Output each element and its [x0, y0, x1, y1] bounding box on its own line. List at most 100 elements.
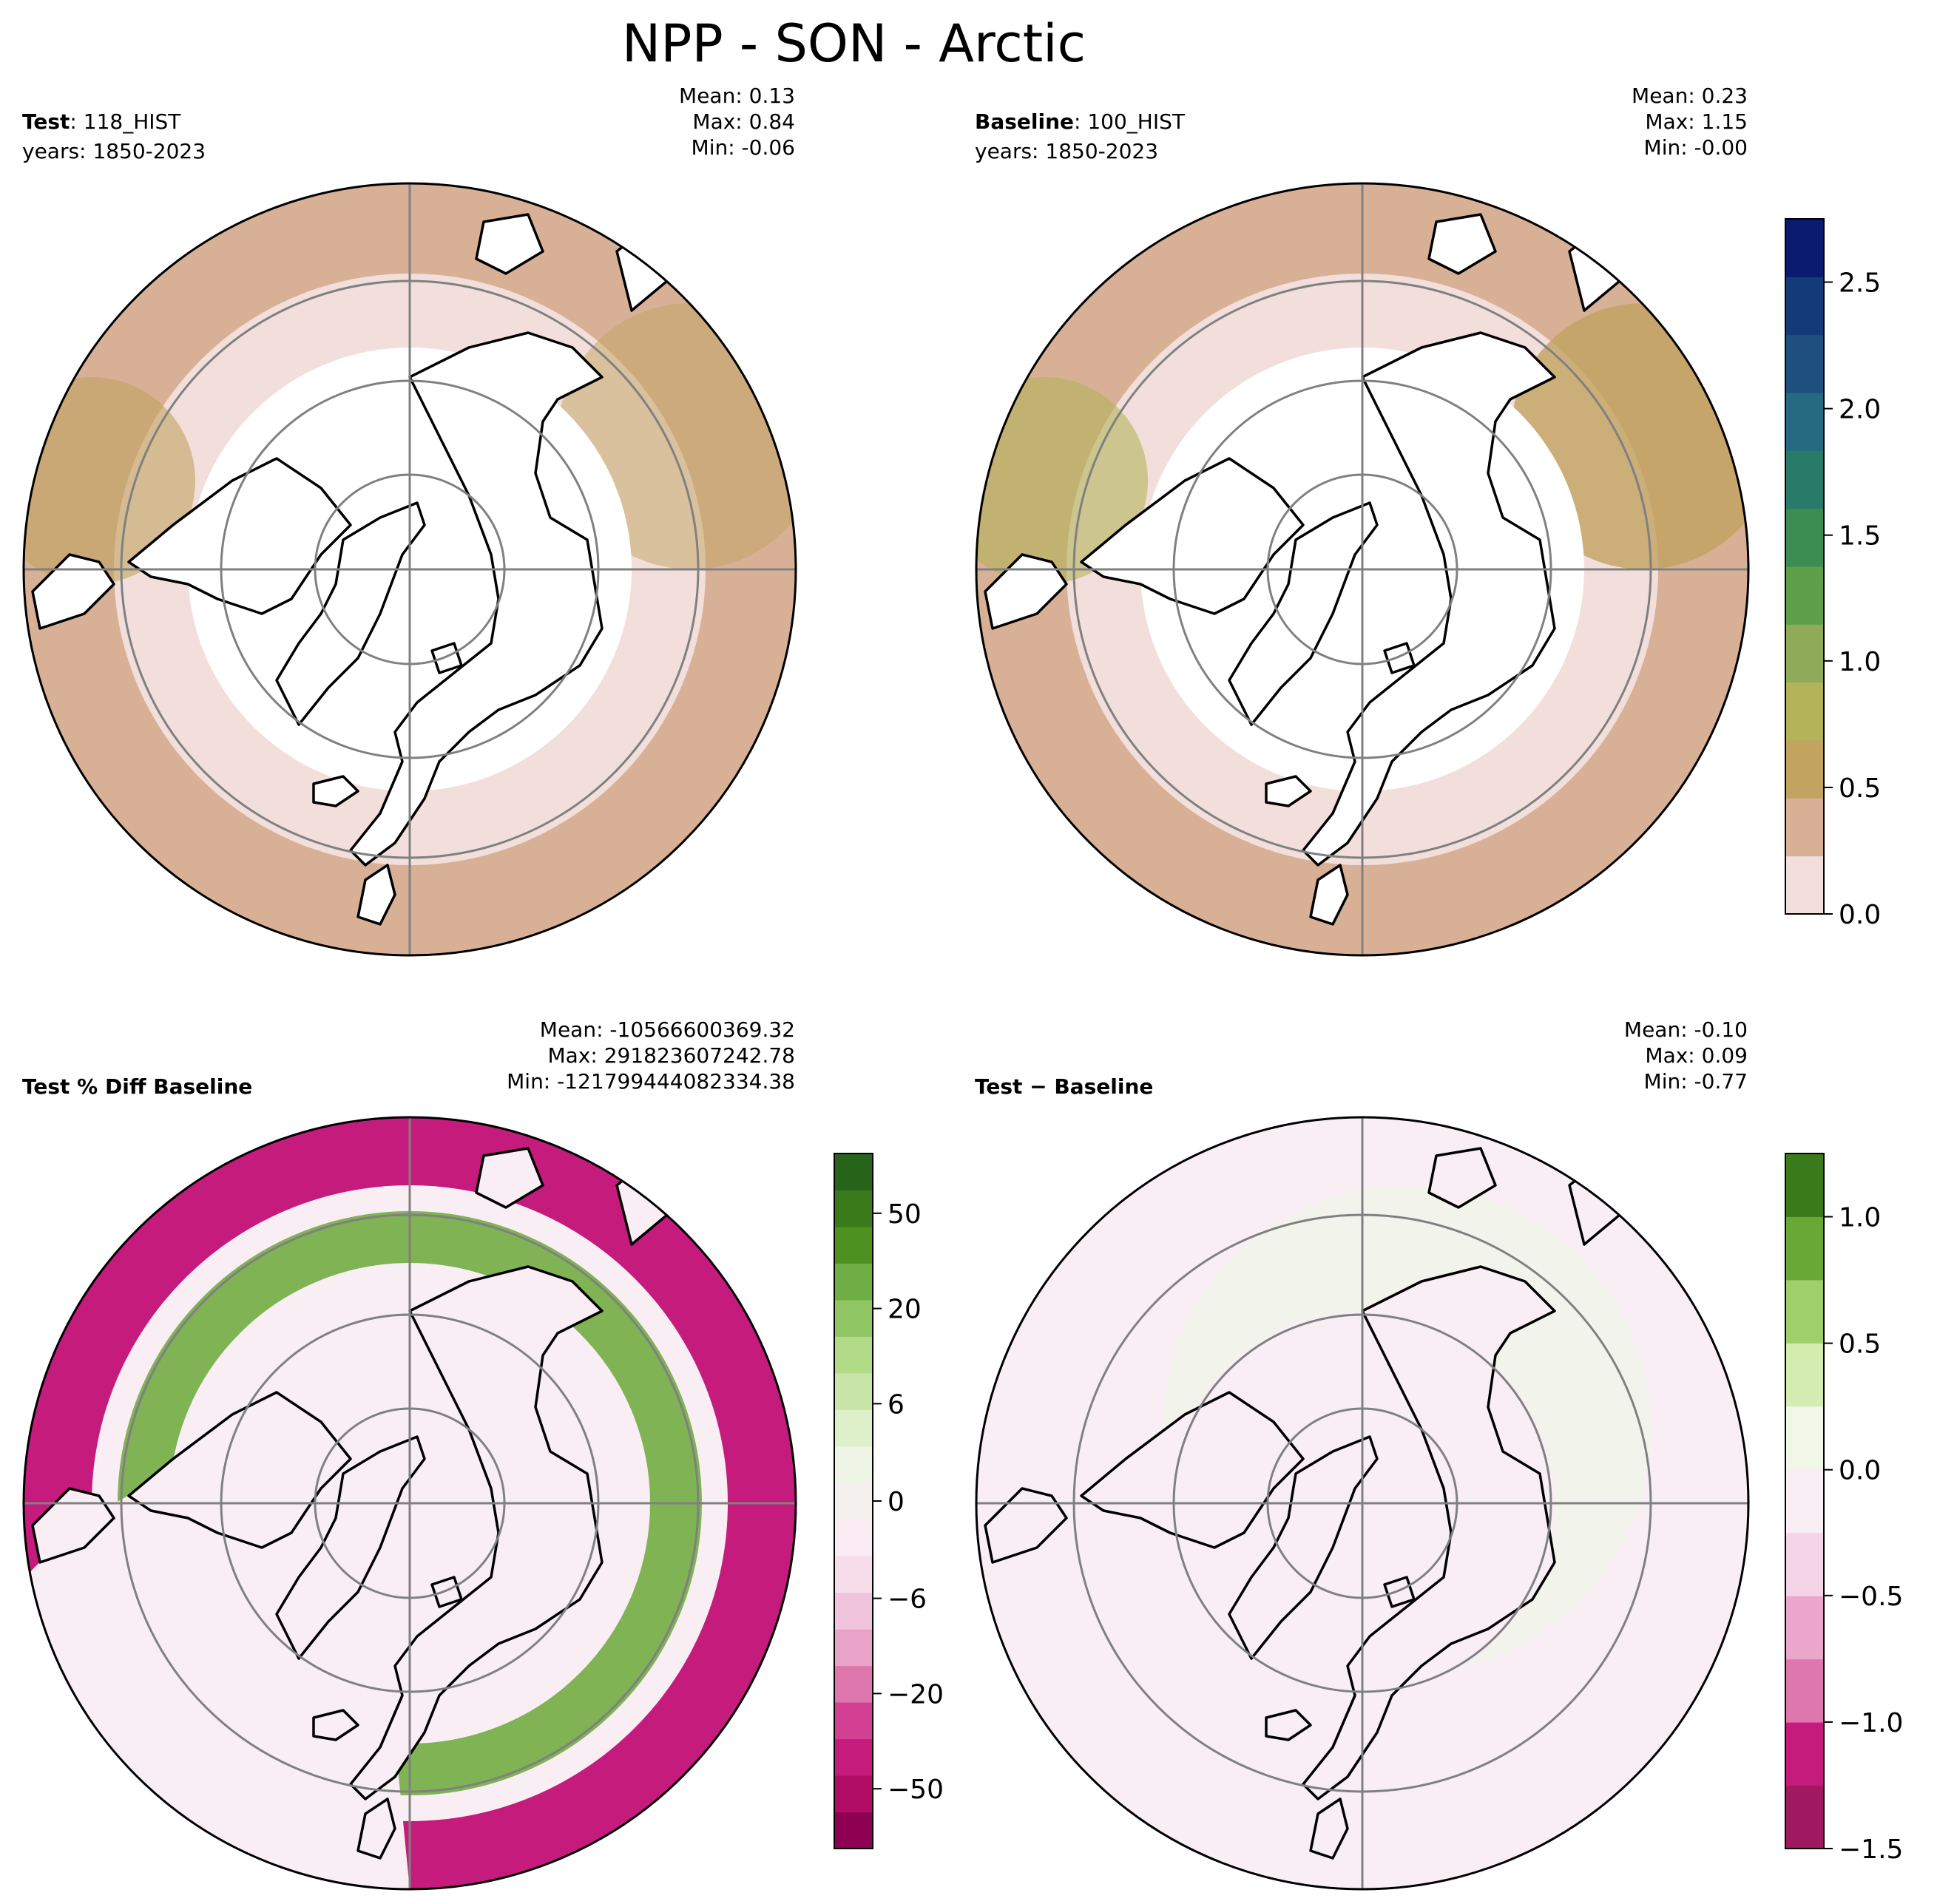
main-tick-label: 1.0: [1839, 647, 1881, 677]
test-label-case: : 118_HIST: [70, 109, 181, 134]
diff-coast-iceland: [1265, 1709, 1312, 1741]
baseline-coast-eurasia: [1302, 331, 1556, 867]
diff-colorbar-segment: [1785, 1785, 1824, 1849]
test-mean: Mean: 0.13: [679, 84, 795, 108]
main-colorbar-frame: [1785, 218, 1825, 915]
test-map: [22, 182, 797, 957]
pct-tick-label: −20: [888, 1679, 944, 1710]
pct-colorbar-segment: [834, 1738, 873, 1776]
diff-colorbar-segment: [1785, 1532, 1824, 1596]
test-coast-canada: [127, 457, 352, 615]
test-label-bold: Test: [22, 109, 70, 134]
pct-diff-label-bold: Test % Diff Baseline: [22, 1074, 253, 1099]
diff-map: [975, 1116, 1750, 1891]
diff-colorbar-segment: [1785, 1659, 1824, 1723]
main-colorbar-segment: [1785, 219, 1824, 277]
diff-coast-svalbard: [1383, 1576, 1416, 1608]
baseline-years: years: 1850-2023: [975, 139, 1159, 163]
test-map-boundary: [22, 182, 797, 957]
pct-colorbar: 50 20 6 0 −6 −20 −50: [834, 1153, 944, 1849]
pct-colorbar-segment: [834, 1629, 873, 1667]
diff-coast-alaska: [984, 1487, 1068, 1564]
diff-colorbar: 1.0 0.5 0.0 −0.5 −1.0 −1.5: [1785, 1153, 1903, 1865]
main-tick-label: 2.0: [1839, 395, 1881, 425]
diff-colorbar-segment: [1785, 1153, 1824, 1217]
diff-colorbar-segment: [1785, 1406, 1824, 1470]
pct-tick-label: −50: [888, 1775, 944, 1805]
diff-label-rest: − Baseline: [1022, 1074, 1154, 1099]
diff-coast-greenland: [1228, 1435, 1379, 1660]
baseline-map-boundary: [975, 182, 1750, 957]
baseline-label: Baseline: 100_HIST: [975, 109, 1185, 135]
diff-map-boundary: [975, 1116, 1750, 1891]
pct-colorbar-segment: [834, 1299, 873, 1337]
main-colorbar-segment: [1785, 334, 1824, 393]
diff-tick-label: 0.0: [1839, 1456, 1881, 1486]
diff-coast-uk: [1309, 1798, 1349, 1860]
test-years: years: 1850-2023: [22, 139, 206, 163]
diff-colorbar-segment: [1785, 1469, 1824, 1534]
pct-colorbar-segment: [834, 1446, 873, 1483]
pct-colorbar-segment: [834, 1153, 873, 1190]
baseline-label-bold: Baseline: [975, 109, 1075, 134]
test-coast-uk: [356, 864, 396, 926]
test-min: Min: -0.06: [691, 135, 795, 160]
diff-tick-label: 1.0: [1839, 1203, 1881, 1233]
main-colorbar: 0.0 0.5 1.0 1.5 2.0 2.5: [1785, 218, 1881, 930]
pct-colorbar-segment: [834, 1702, 873, 1740]
pct-diff-coast-uk: [356, 1798, 396, 1860]
main-colorbar-segment: [1785, 856, 1824, 915]
main-colorbar-segment: [1785, 566, 1824, 625]
pct-diff-label: Test % Diff Baseline: [22, 1074, 252, 1100]
pct-diff-min: Min: -121799444082334.38: [507, 1069, 795, 1094]
baseline-label-case: : 100_HIST: [1074, 109, 1185, 134]
main-colorbar-segment: [1785, 393, 1824, 451]
pct-diff-coast-iceland: [312, 1709, 359, 1741]
pct-tick-label: 0: [888, 1487, 905, 1517]
diff-colorbar-segment: [1785, 1343, 1824, 1407]
pct-colorbar-segment: [834, 1263, 873, 1301]
test-coast-eurasia: [349, 331, 604, 867]
pct-colorbar-segment: [834, 1519, 873, 1556]
diff-coast-eurasia: [1302, 1265, 1556, 1800]
diff-label: Test − Baseline: [975, 1074, 1153, 1100]
diff-colorbar-segment: [1785, 1722, 1824, 1786]
pct-colorbar-segment: [834, 1226, 873, 1264]
test-coast-alaska: [31, 553, 115, 630]
pct-tick-label: 6: [888, 1389, 905, 1420]
diff-label-bold: Test: [975, 1074, 1023, 1099]
diff-mean: Mean: -0.10: [1623, 1017, 1748, 1042]
pct-diff-coast-canada: [127, 1391, 352, 1549]
pct-diff-coast-svalbard: [430, 1576, 463, 1608]
diff-max: Max: 0.09: [1645, 1043, 1748, 1068]
baseline-mean: Mean: 0.23: [1632, 84, 1748, 108]
diff-colorbar-frame: [1785, 1153, 1825, 1849]
diff-tick-label: −1.0: [1839, 1708, 1903, 1738]
diff-colorbar-segment: [1785, 1279, 1824, 1344]
test-stats: Mean: 0.13 Max: 0.84 Min: -0.06: [679, 83, 795, 160]
test-max: Max: 0.84: [692, 109, 795, 134]
pct-colorbar-segment: [834, 1336, 873, 1374]
pct-diff-stats: Mean: -10566600369.32 Max: 291823607242.…: [507, 1017, 795, 1094]
pct-diff-map: [22, 1116, 797, 1891]
test-coast-iceland: [312, 775, 359, 807]
baseline-max: Max: 1.15: [1645, 109, 1748, 134]
figure-title: NPP - SON - Arctic: [621, 13, 1086, 74]
baseline-coast-iceland: [1265, 775, 1312, 807]
diff-coast-asiaTop: [1427, 1147, 1497, 1209]
test-label: Test: 118_HIST: [22, 109, 180, 135]
baseline-coast-uk: [1309, 864, 1349, 926]
pct-colorbar-segment: [834, 1812, 873, 1849]
diff-coast-canada: [1080, 1391, 1305, 1549]
pct-colorbar-segment: [834, 1409, 873, 1447]
diff-min: Min: -0.77: [1643, 1069, 1748, 1094]
pct-colorbar-segment: [834, 1592, 873, 1630]
pct-diff-mean: Mean: -10566600369.32: [539, 1017, 795, 1042]
baseline-coast-alaska: [984, 553, 1068, 630]
diff-field: [976, 1117, 1748, 1889]
main-colorbar-segment: [1785, 682, 1824, 741]
main-colorbar-segment: [1785, 740, 1824, 799]
baseline-coast-asiaTop: [1427, 213, 1497, 275]
pct-colorbar-segment: [834, 1665, 873, 1703]
